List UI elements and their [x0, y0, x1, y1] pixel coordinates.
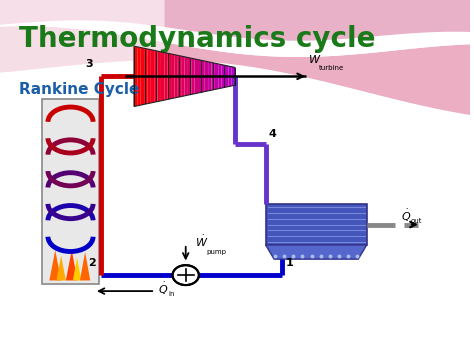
Polygon shape [80, 252, 90, 280]
Polygon shape [228, 76, 232, 87]
Polygon shape [164, 76, 168, 100]
Text: 3: 3 [85, 59, 93, 70]
Text: pump: pump [206, 248, 226, 255]
Polygon shape [198, 76, 201, 93]
Polygon shape [191, 58, 195, 76]
Polygon shape [161, 76, 164, 101]
Polygon shape [0, 20, 470, 57]
Polygon shape [181, 76, 184, 97]
Polygon shape [215, 63, 218, 76]
Polygon shape [0, 26, 470, 115]
Circle shape [173, 265, 199, 285]
Polygon shape [137, 47, 141, 76]
Polygon shape [174, 55, 178, 76]
Polygon shape [225, 65, 228, 76]
Polygon shape [232, 76, 235, 86]
Polygon shape [218, 64, 222, 76]
Polygon shape [178, 76, 181, 97]
Polygon shape [137, 76, 141, 106]
Text: Rankine Cycle: Rankine Cycle [19, 82, 139, 97]
Text: 4: 4 [269, 129, 277, 139]
Text: $\dot{W}$: $\dot{W}$ [308, 50, 321, 66]
Polygon shape [168, 53, 171, 76]
Polygon shape [49, 250, 61, 280]
Polygon shape [134, 76, 137, 106]
FancyBboxPatch shape [265, 204, 367, 245]
Polygon shape [174, 76, 178, 98]
Polygon shape [205, 76, 208, 92]
Text: turbine: turbine [319, 65, 344, 71]
Text: $\dot{W}$: $\dot{W}$ [195, 234, 209, 249]
Text: in: in [168, 291, 175, 296]
Polygon shape [195, 59, 198, 76]
Polygon shape [157, 76, 161, 102]
Polygon shape [225, 76, 228, 87]
Text: out: out [411, 218, 422, 224]
Polygon shape [215, 76, 218, 89]
Polygon shape [218, 76, 222, 89]
Polygon shape [265, 245, 367, 259]
Polygon shape [211, 76, 215, 90]
Polygon shape [147, 76, 151, 104]
Text: Thermodynamics cycle: Thermodynamics cycle [19, 25, 375, 53]
Polygon shape [0, 0, 164, 72]
Polygon shape [66, 250, 78, 280]
Polygon shape [164, 53, 168, 76]
Polygon shape [151, 50, 154, 76]
Polygon shape [184, 76, 188, 96]
Polygon shape [171, 54, 174, 76]
Polygon shape [232, 67, 235, 76]
Polygon shape [201, 60, 205, 76]
Text: 1: 1 [285, 258, 293, 268]
Polygon shape [147, 49, 151, 76]
Text: $\dot{Q}$: $\dot{Q}$ [157, 280, 168, 297]
Polygon shape [73, 257, 82, 280]
Polygon shape [201, 76, 205, 92]
Polygon shape [157, 51, 161, 76]
Text: $\dot{Q}$: $\dot{Q}$ [401, 208, 411, 224]
Polygon shape [56, 256, 66, 280]
Polygon shape [178, 55, 181, 76]
Text: 2: 2 [88, 258, 96, 268]
Polygon shape [171, 76, 174, 99]
Polygon shape [154, 76, 157, 102]
Polygon shape [134, 46, 137, 76]
Polygon shape [141, 48, 144, 76]
Polygon shape [144, 48, 147, 76]
Polygon shape [151, 76, 154, 103]
Polygon shape [222, 76, 225, 88]
FancyBboxPatch shape [42, 99, 99, 284]
Polygon shape [195, 76, 198, 94]
Polygon shape [0, 0, 470, 41]
Polygon shape [168, 76, 171, 99]
Polygon shape [208, 76, 211, 91]
Polygon shape [205, 61, 208, 76]
Polygon shape [211, 62, 215, 76]
Polygon shape [198, 60, 201, 76]
Polygon shape [154, 50, 157, 76]
Polygon shape [144, 76, 147, 104]
Polygon shape [188, 58, 191, 76]
Polygon shape [181, 56, 184, 76]
Polygon shape [161, 52, 164, 76]
Polygon shape [141, 76, 144, 105]
Polygon shape [228, 66, 232, 76]
Polygon shape [184, 57, 188, 76]
Polygon shape [188, 76, 191, 95]
Polygon shape [191, 76, 195, 94]
Polygon shape [208, 62, 211, 76]
Polygon shape [222, 65, 225, 76]
